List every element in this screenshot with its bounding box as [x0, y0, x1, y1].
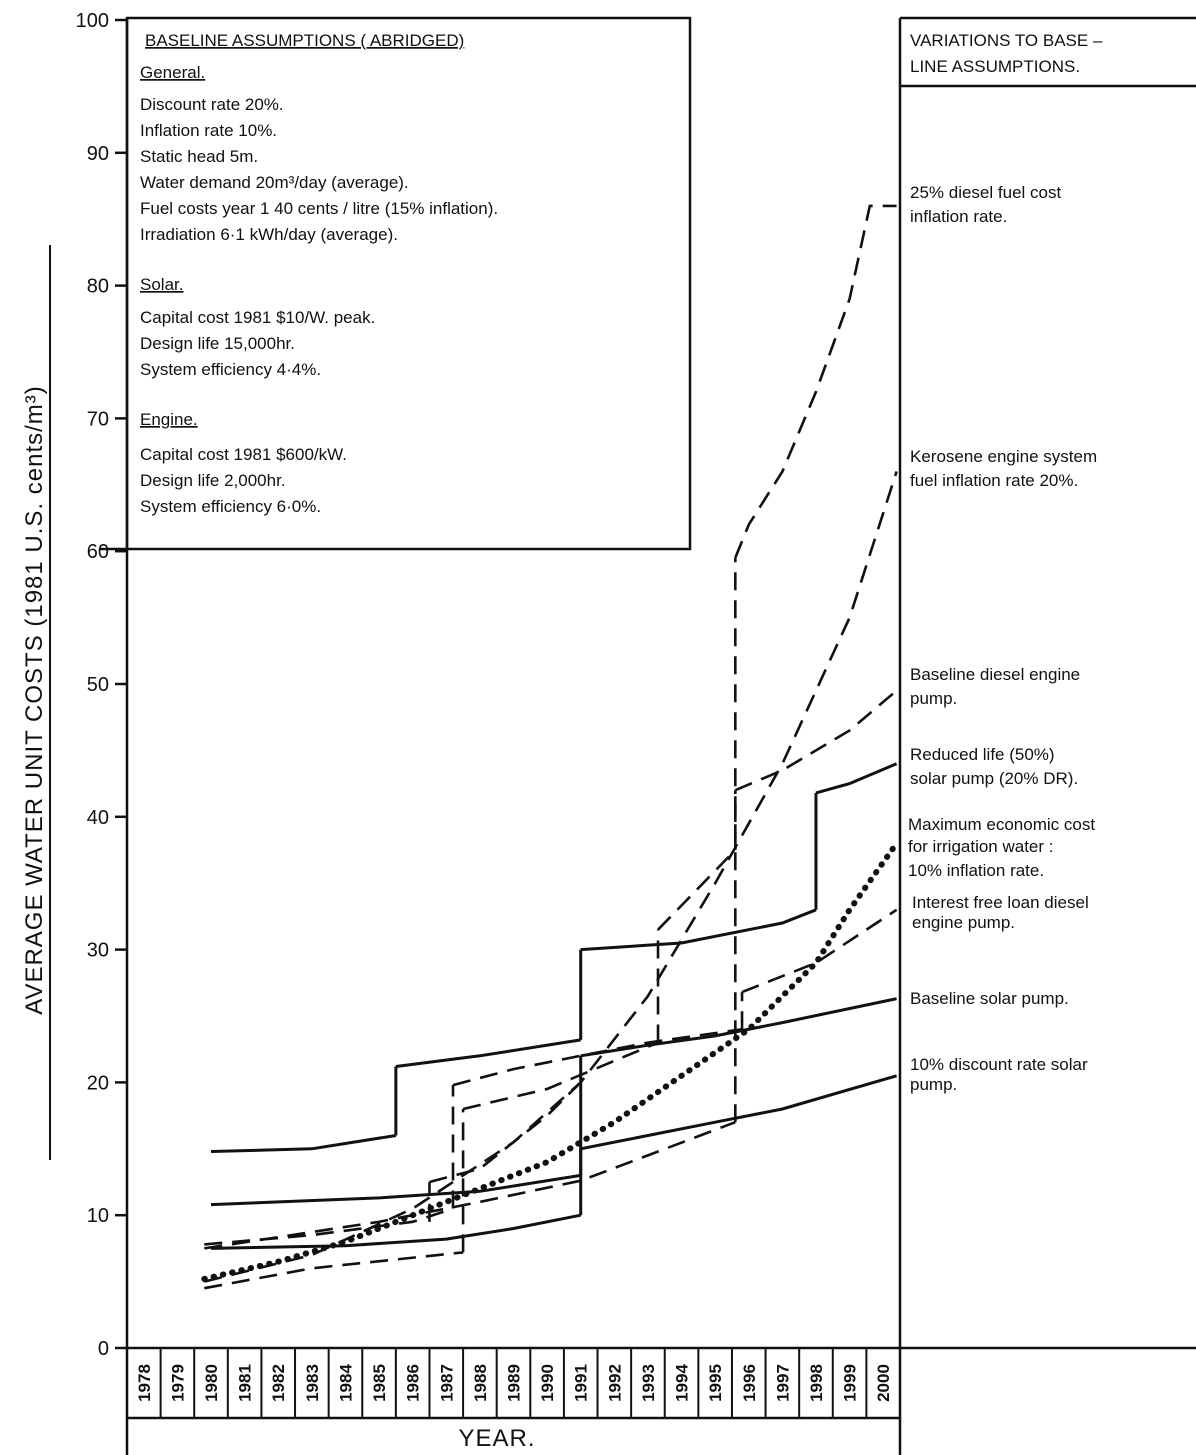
x-tick-label: 1985	[370, 1364, 389, 1402]
x-tick-label: 1978	[135, 1364, 154, 1402]
general-line-2: Inflation rate 10%.	[140, 121, 277, 140]
x-tick-label: 1992	[605, 1364, 624, 1402]
annotation-discount-solar-l1: 10% discount rate solar	[910, 1055, 1088, 1074]
general-line-1: Discount rate 20%.	[140, 95, 284, 114]
annotation-discount-solar-l2: pump.	[910, 1075, 957, 1094]
general-line-3: Static head 5m.	[140, 147, 258, 166]
x-tick-label: 1979	[168, 1364, 187, 1402]
series-line-dashed	[204, 1120, 736, 1250]
solar-line-3: System efficiency 4·4%.	[140, 360, 321, 379]
series-line-solid	[395, 1038, 581, 1068]
x-tick-label: 1998	[807, 1364, 826, 1402]
series-line-dashed	[741, 908, 898, 994]
general-line-5: Fuel costs year 1 40 cents / litre (15% …	[140, 199, 498, 218]
annotation-reduced-life-l1: Reduced life (50%)	[910, 745, 1055, 764]
x-tick-label: 1996	[740, 1364, 759, 1402]
y-tick-label: 90	[87, 143, 109, 165]
series-line-solid	[580, 1074, 898, 1151]
x-tick-label: 1997	[773, 1364, 792, 1402]
series-line-dashed	[204, 1207, 454, 1246]
solar-line-2: Design life 15,000hr.	[140, 334, 295, 353]
y-tick-label: 30	[87, 940, 109, 962]
series-group	[201, 204, 900, 1290]
x-tick-label: 1984	[336, 1364, 355, 1402]
series-line-solid	[815, 762, 898, 795]
annotation-interest-free-l1: Interest free loan diesel	[912, 893, 1089, 912]
series-line-dashed	[203, 471, 898, 1283]
variations-title-line-1: VARIATIONS TO BASE –	[910, 31, 1103, 50]
annotation-diesel-fuel-25-l1: 25% diesel fuel cost	[910, 183, 1061, 202]
general-line-6: Irradiation 6·1 kWh/day (average).	[140, 225, 398, 244]
y-tick-label: 80	[87, 276, 109, 298]
series-line-solid	[580, 997, 897, 1058]
y-tick-label: 0	[98, 1338, 109, 1360]
x-tick-label: 1988	[471, 1364, 490, 1402]
annotation-baseline-diesel-l1: Baseline diesel engine	[910, 665, 1080, 684]
x-tick-label: 1990	[538, 1364, 557, 1402]
series-line-dashed	[462, 1041, 659, 1111]
x-tick-label: 1982	[269, 1364, 288, 1402]
annotation-max-economic-l2: for irrigation water :	[908, 837, 1054, 856]
engine-line-2: Design life 2,000hr.	[140, 471, 286, 490]
annotation-kerosene-l1: Kerosene engine system	[910, 447, 1097, 466]
engine-line-3: System efficiency 6·0%.	[140, 497, 321, 516]
general-line-4: Water demand 20m³/day (average).	[140, 173, 409, 192]
y-tick-label: 70	[87, 408, 109, 430]
series-line-solid	[580, 908, 817, 952]
x-tick-label: 1999	[841, 1364, 860, 1402]
series-line-dashed	[657, 849, 737, 931]
series-line-dashed	[204, 1251, 464, 1290]
y-tick-label: 60	[87, 541, 109, 563]
y-axis-title: AVERAGE WATER UNIT COSTS (1981 U.S. cent…	[21, 385, 48, 1015]
annotation-kerosene-l2: fuel inflation rate 20%.	[910, 471, 1078, 490]
solar-heading: Solar.	[140, 275, 183, 294]
series-line-solid	[210, 1213, 581, 1250]
x-axis-title: YEAR.	[458, 1425, 535, 1452]
y-tick-label: 50	[87, 674, 109, 696]
x-tick-label: 1986	[404, 1364, 423, 1402]
x-tick-label: 1987	[437, 1364, 456, 1402]
series-line-dashed	[734, 689, 898, 792]
annotation-baseline-solar: Baseline solar pump.	[910, 989, 1069, 1008]
solar-line-1: Capital cost 1981 $10/W. peak.	[140, 308, 375, 327]
annotation-max-economic-l3: 10% inflation rate.	[908, 861, 1044, 880]
series-line-dashed	[429, 1081, 582, 1184]
general-heading: General.	[140, 63, 205, 82]
engine-heading: Engine.	[140, 410, 198, 429]
series-line-solid	[210, 1134, 397, 1153]
x-tick-label: 1983	[303, 1364, 322, 1402]
x-tick-label: 1994	[673, 1364, 692, 1402]
x-tick-label: 1993	[639, 1364, 658, 1402]
annotation-baseline-diesel-l2: pump.	[910, 689, 957, 708]
x-ticks: 1978 1979 1980 1981 1982 1983 1984 1985 1986 1987…	[135, 1348, 893, 1418]
x-tick-label: 1995	[706, 1364, 725, 1402]
variations-title-line-2: LINE ASSUMPTIONS.	[910, 57, 1080, 76]
assumptions-box	[125, 16, 692, 551]
assumptions-title: BASELINE ASSUMPTIONS ( ABRIDGED)	[145, 31, 464, 50]
y-tick-label: 10	[87, 1205, 109, 1227]
x-tick-label: 1980	[202, 1364, 221, 1402]
y-tick-label: 40	[87, 807, 109, 829]
annotation-max-economic-l1: Maximum economic cost	[908, 815, 1095, 834]
y-ticks: 0 10 20 30 40 50 60 70 80 90 100	[76, 10, 127, 1360]
x-tick-label: 1981	[236, 1364, 255, 1402]
y-tick-label: 100	[76, 10, 109, 32]
annotation-diesel-fuel-25-l2: inflation rate.	[910, 207, 1007, 226]
x-tick-label: 1991	[572, 1364, 591, 1402]
engine-line-1: Capital cost 1981 $600/kW.	[140, 445, 347, 464]
series-line-dashed	[734, 204, 897, 559]
series-line-solid	[210, 1173, 581, 1207]
annotation-interest-free-l2: engine pump.	[912, 913, 1015, 932]
y-tick-label: 20	[87, 1072, 109, 1094]
x-tick-label: 1989	[505, 1364, 524, 1402]
series-line-dashed	[452, 1028, 743, 1087]
x-tick-label: 2000	[874, 1364, 893, 1402]
annotation-reduced-life-l2: solar pump (20% DR).	[910, 769, 1078, 788]
